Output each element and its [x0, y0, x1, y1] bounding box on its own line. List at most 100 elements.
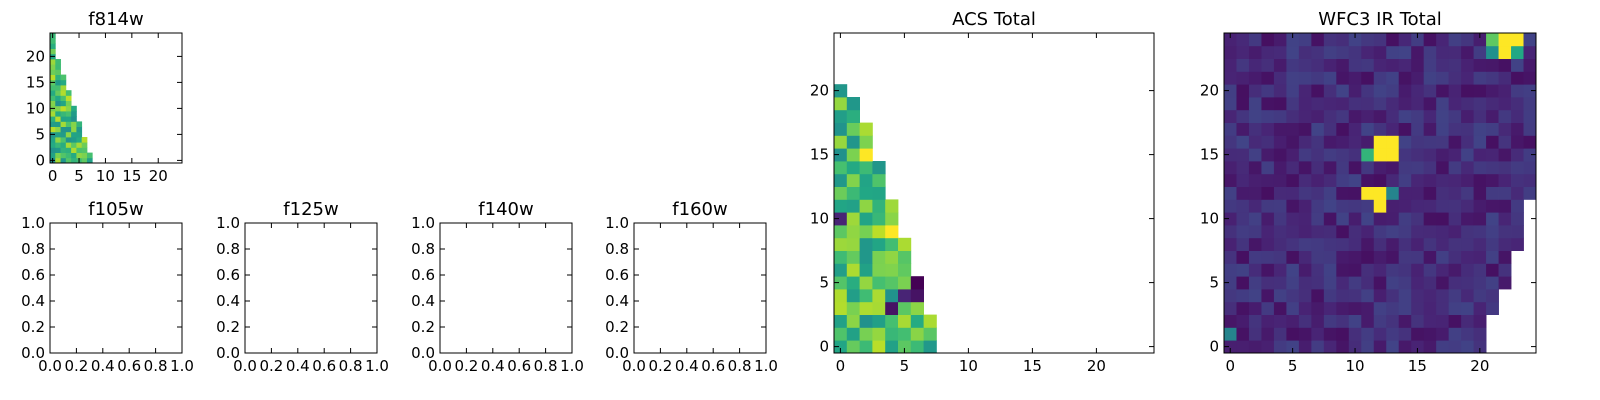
heatmap-cell [1348, 225, 1362, 239]
heatmap-cell [1461, 276, 1474, 290]
heatmap-cell [1386, 71, 1400, 85]
heatmap-cell [76, 137, 83, 143]
heatmap-cell [1336, 45, 1350, 59]
x-tick-label: 0.8 [728, 357, 752, 375]
heatmap-cell [846, 212, 860, 226]
heatmap-cell [1236, 186, 1250, 200]
heatmap-cell [1361, 314, 1375, 328]
heatmap-cell [859, 263, 873, 277]
heatmap-cell [872, 161, 886, 175]
heatmap-cell [1273, 84, 1287, 98]
heatmap-cell [1298, 84, 1312, 98]
heatmap-cell [1511, 84, 1524, 98]
heatmap-cell [1286, 301, 1300, 315]
heatmap-cell [859, 122, 873, 136]
heatmap-cell [923, 314, 937, 328]
x-tick-label: 0.6 [312, 357, 336, 375]
heatmap-cell [60, 85, 67, 91]
heatmap-cell [1436, 289, 1450, 303]
heatmap-cell [859, 199, 873, 213]
heatmap-cell [1273, 301, 1287, 315]
heatmap-cell [86, 157, 93, 164]
heatmap-cell [1473, 212, 1487, 226]
heatmap-cell [1461, 225, 1474, 239]
heatmap-cell [1273, 327, 1287, 341]
heatmap-cell [1224, 237, 1237, 251]
heatmap-cell [1336, 237, 1350, 251]
heatmap-cell [1261, 314, 1275, 328]
heatmap-cell [1298, 122, 1312, 136]
heatmap-cell [1523, 84, 1537, 98]
heatmap-cell [1286, 135, 1300, 149]
heatmap-cell [1498, 276, 1512, 290]
heatmap-cell [872, 212, 886, 226]
heatmap-cell [1436, 84, 1450, 98]
heatmap-cell [65, 152, 72, 159]
heatmap-cell [1273, 186, 1287, 200]
heatmap-cell [1361, 122, 1375, 136]
heatmap-cell [1486, 186, 1499, 200]
y-tick-label: 10 [26, 99, 45, 117]
heatmap-cell [50, 90, 56, 96]
heatmap-cell [55, 111, 61, 117]
heatmap-cell [1361, 250, 1375, 264]
heatmap-cell [1248, 301, 1262, 315]
heatmap-cell [1348, 148, 1362, 162]
heatmap-cell [1236, 71, 1250, 85]
heatmap-cell [1411, 314, 1425, 328]
heatmap-cell [1423, 301, 1437, 315]
heatmap-cell [1361, 237, 1375, 251]
heatmap-cell [1386, 33, 1400, 47]
heatmap-cell [50, 59, 56, 65]
axes-frame [49, 32, 183, 164]
heatmap-cell [1411, 109, 1425, 123]
heatmap-cell [1361, 199, 1375, 213]
heatmap-cell [1461, 33, 1474, 47]
heatmap-cell [1386, 109, 1400, 123]
y-tick-label: 15 [1200, 146, 1219, 164]
heatmap-cell [1461, 173, 1474, 187]
heatmap-cell [834, 148, 848, 162]
heatmap-cell [1411, 122, 1425, 136]
heatmap-cell [71, 111, 77, 117]
heatmap-cell [1261, 33, 1275, 47]
heatmap-cell [923, 340, 937, 354]
y-tick-label: 0 [35, 151, 45, 169]
heatmap-cell [60, 121, 67, 127]
heatmap-cell [1448, 148, 1462, 162]
heatmap-cell [1398, 327, 1412, 341]
heatmap-cell [910, 340, 924, 354]
y-tick-label: 0.0 [21, 344, 45, 362]
heatmap-cell [1311, 340, 1325, 354]
heatmap-cell [1423, 148, 1437, 162]
heatmap-cell [1386, 122, 1400, 136]
heatmap-cell [1248, 314, 1262, 328]
heatmap-cell [872, 199, 886, 213]
heatmap-cell [55, 105, 61, 112]
y-tick-label: 0 [819, 338, 829, 356]
heatmap-cell [1498, 225, 1512, 239]
heatmap-cell [60, 157, 67, 164]
heatmap-cell [1498, 237, 1512, 251]
heatmap-cell [1423, 109, 1437, 123]
heatmap-cell [1323, 314, 1337, 328]
heatmap-cell [1311, 71, 1325, 85]
heatmap-cell [834, 199, 848, 213]
heatmap-cell [1261, 109, 1275, 123]
heatmap-cell [1511, 135, 1524, 149]
heatmap-cell [1486, 225, 1499, 239]
heatmap-cell [1298, 161, 1312, 175]
heatmap-cell [1224, 135, 1237, 149]
heatmap-cell [1486, 161, 1499, 175]
heatmap-cell [1286, 173, 1300, 187]
heatmap-cell [81, 147, 88, 153]
heatmap-cell [60, 152, 67, 159]
heatmap-cell [1261, 237, 1275, 251]
heatmap-cell [1348, 71, 1362, 85]
heatmap-cell [1224, 340, 1237, 354]
y-tick-label: 15 [26, 73, 45, 91]
heatmap-cell [1273, 135, 1287, 149]
heatmap-cell [55, 74, 61, 81]
heatmap-cell [1423, 33, 1437, 47]
